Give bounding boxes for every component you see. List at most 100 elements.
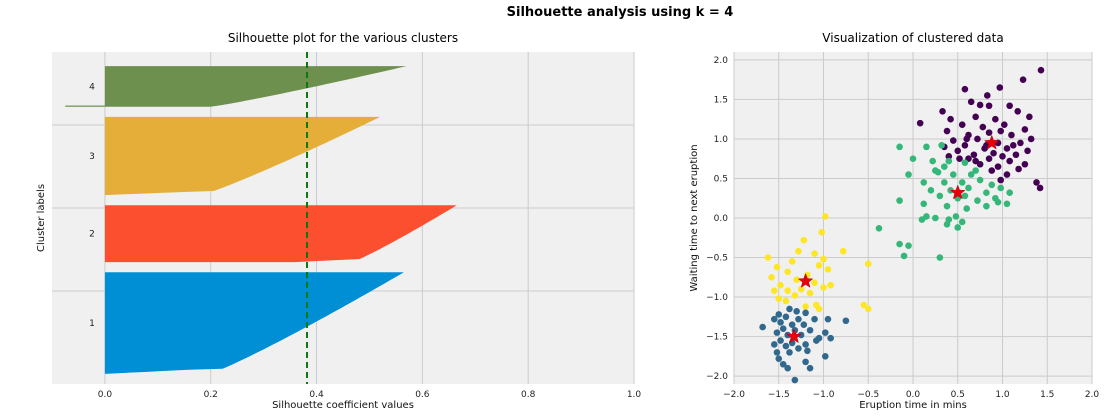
- silhouette-bar-cluster-4: [104, 66, 407, 107]
- scatter-point-cluster-blue: [806, 326, 814, 334]
- scatter-point-cluster-purple: [963, 135, 970, 143]
- scatter-point-cluster-blue: [775, 355, 783, 363]
- scatter-point-cluster-blue: [791, 376, 799, 384]
- scatter-point-cluster-blue: [797, 331, 805, 339]
- scatter-y-ticks: −2.0 −1.5 −1.0 −0.5 0.0 0.5 1.0 1.5 2.0: [706, 56, 728, 382]
- scatter-point-cluster-green: [958, 179, 966, 186]
- scatter-point-cluster-yellow: [764, 254, 772, 261]
- scatter-point-cluster-purple: [1003, 145, 1011, 152]
- cluster-labels: 1 2 3 4: [89, 82, 95, 329]
- scatter-point-cluster-yellow: [782, 297, 790, 305]
- scatter-x-axis-label: Eruption time in mins: [859, 400, 967, 411]
- silhouette-x-tick-label: 0.4: [309, 390, 324, 400]
- scatter-y-tick-label: 1.5: [714, 95, 728, 105]
- scatter-point-cluster-yellow: [811, 250, 818, 257]
- scatter-point-cluster-blue: [773, 349, 781, 356]
- scatter-point-cluster-blue: [786, 349, 793, 356]
- scatter-point-cluster-green: [983, 189, 990, 197]
- silhouette-plot-title: Silhouette plot for the various clusters: [228, 31, 458, 45]
- scatter-point-cluster-purple: [985, 155, 993, 163]
- scatter-point-cluster-yellow: [788, 258, 796, 265]
- scatter-plot-title: Visualization of clustered data: [822, 31, 1003, 45]
- scatter-point-cluster-blue: [786, 305, 793, 313]
- scatter-gridlines: [733, 52, 1093, 384]
- silhouette-x-tick-label: 0.8: [521, 390, 536, 400]
- scatter-point-cluster-blue: [793, 307, 800, 315]
- scatter-point-cluster-purple: [979, 123, 987, 131]
- scatter-point-cluster-blue: [802, 358, 809, 366]
- scatter-point-cluster-purple: [997, 127, 1005, 135]
- scatter-y-axis-label: Waiting time to next eruption: [689, 144, 700, 291]
- scatter-point-cluster-yellow: [824, 266, 832, 273]
- silhouette-plot: Silhouette plot for the various clusters…: [36, 31, 641, 411]
- scatter-point-cluster-blue: [770, 315, 778, 323]
- scatter-point-cluster-purple: [1019, 76, 1027, 83]
- scatter-x-tick-label: −0.5: [857, 390, 879, 400]
- silhouette-x-ticks: 0.0 0.2 0.4 0.6 0.8 1.0: [98, 390, 642, 400]
- silhouette-y-axis-label: Cluster labels: [36, 184, 47, 252]
- scatter-point-cluster-green: [961, 192, 969, 200]
- scatter-point-cluster-green: [875, 224, 883, 232]
- scatter-point-cluster-yellow: [864, 260, 872, 268]
- scatter-point-cluster-purple: [1036, 184, 1044, 192]
- scatter-point-cluster-green: [949, 171, 957, 178]
- scatter-point-cluster-purple: [988, 167, 996, 174]
- scatter-point-cluster-green: [943, 221, 951, 228]
- scatter-point-cluster-purple: [994, 163, 1002, 170]
- scatter-point-cluster-blue: [777, 337, 784, 344]
- scatter-point-cluster-purple: [1012, 151, 1020, 159]
- scatter-point-cluster-green: [938, 141, 945, 149]
- scatter-point-cluster-purple: [992, 115, 999, 123]
- scatter-point-cluster-blue: [804, 347, 811, 355]
- scatter-point-cluster-green: [958, 218, 966, 226]
- scatter-point-cluster-yellow: [864, 305, 872, 313]
- scatter-y-tick-label: −0.5: [706, 254, 728, 264]
- scatter-point-cluster-purple: [983, 92, 991, 99]
- scatter-point-cluster-purple: [1014, 107, 1022, 115]
- scatter-point-cluster-green: [936, 254, 944, 261]
- scatter-point-cluster-purple: [943, 127, 951, 135]
- scatter-point-cluster-yellow: [784, 268, 791, 276]
- scatter-x-tick-label: 0.0: [906, 390, 921, 400]
- scatter-point-cluster-green: [983, 202, 990, 210]
- scatter-point-cluster-yellow: [800, 236, 808, 244]
- scatter-point-cluster-purple: [961, 141, 969, 149]
- scatter-y-tick-label: 0.0: [714, 214, 729, 224]
- scatter-point-cluster-purple: [1037, 66, 1045, 74]
- scatter-point-cluster-purple: [1021, 160, 1029, 168]
- scatter-point-cluster-purple: [1009, 141, 1017, 149]
- scatter-point-cluster-yellow: [773, 263, 781, 271]
- scatter-point-cluster-blue: [795, 345, 802, 352]
- scatter-point-cluster-green: [936, 192, 944, 200]
- scatter-point-cluster-yellow: [811, 279, 818, 287]
- scatter-point-cluster-green: [952, 213, 960, 220]
- scatter-point-cluster-yellow: [818, 228, 826, 236]
- scatter-point-cluster-yellow: [827, 281, 834, 289]
- scatter-point-cluster-green: [918, 216, 926, 223]
- scatter-point-cluster-yellow: [777, 281, 784, 289]
- scatter-point-cluster-yellow: [784, 287, 791, 295]
- scatter-y-tick-label: 0.5: [714, 174, 728, 184]
- scatter-point-cluster-purple: [916, 119, 924, 127]
- scatter-centroids: [786, 134, 1000, 344]
- scatter-point-cluster-blue: [821, 353, 829, 360]
- scatter-point-cluster-purple: [954, 147, 962, 155]
- scatter-point-cluster-blue: [842, 317, 850, 325]
- scatter-point-cluster-blue: [773, 329, 781, 336]
- scatter-point-cluster-yellow: [815, 262, 823, 269]
- cluster-label-3: 3: [89, 152, 95, 162]
- cluster-label-2: 2: [89, 230, 95, 240]
- scatter-point-cluster-purple: [974, 135, 981, 143]
- scatter-point-cluster-green: [929, 157, 936, 165]
- scatter-x-tick-label: 2.0: [1085, 390, 1100, 400]
- scatter-point-cluster-purple: [1021, 126, 1029, 133]
- scatter-point-cluster-yellow: [795, 247, 802, 255]
- scatter-point-cluster-blue: [779, 325, 787, 332]
- scatter-point-cluster-yellow: [806, 289, 814, 297]
- scatter-point-cluster-purple: [985, 102, 993, 110]
- scatter-point-cluster-green: [976, 176, 984, 184]
- scatter-point-cluster-green: [896, 143, 903, 151]
- scatter-x-tick-label: 1.0: [995, 390, 1010, 400]
- scatter-point-cluster-purple: [970, 151, 978, 159]
- scatter-point-cluster-blue: [779, 360, 787, 368]
